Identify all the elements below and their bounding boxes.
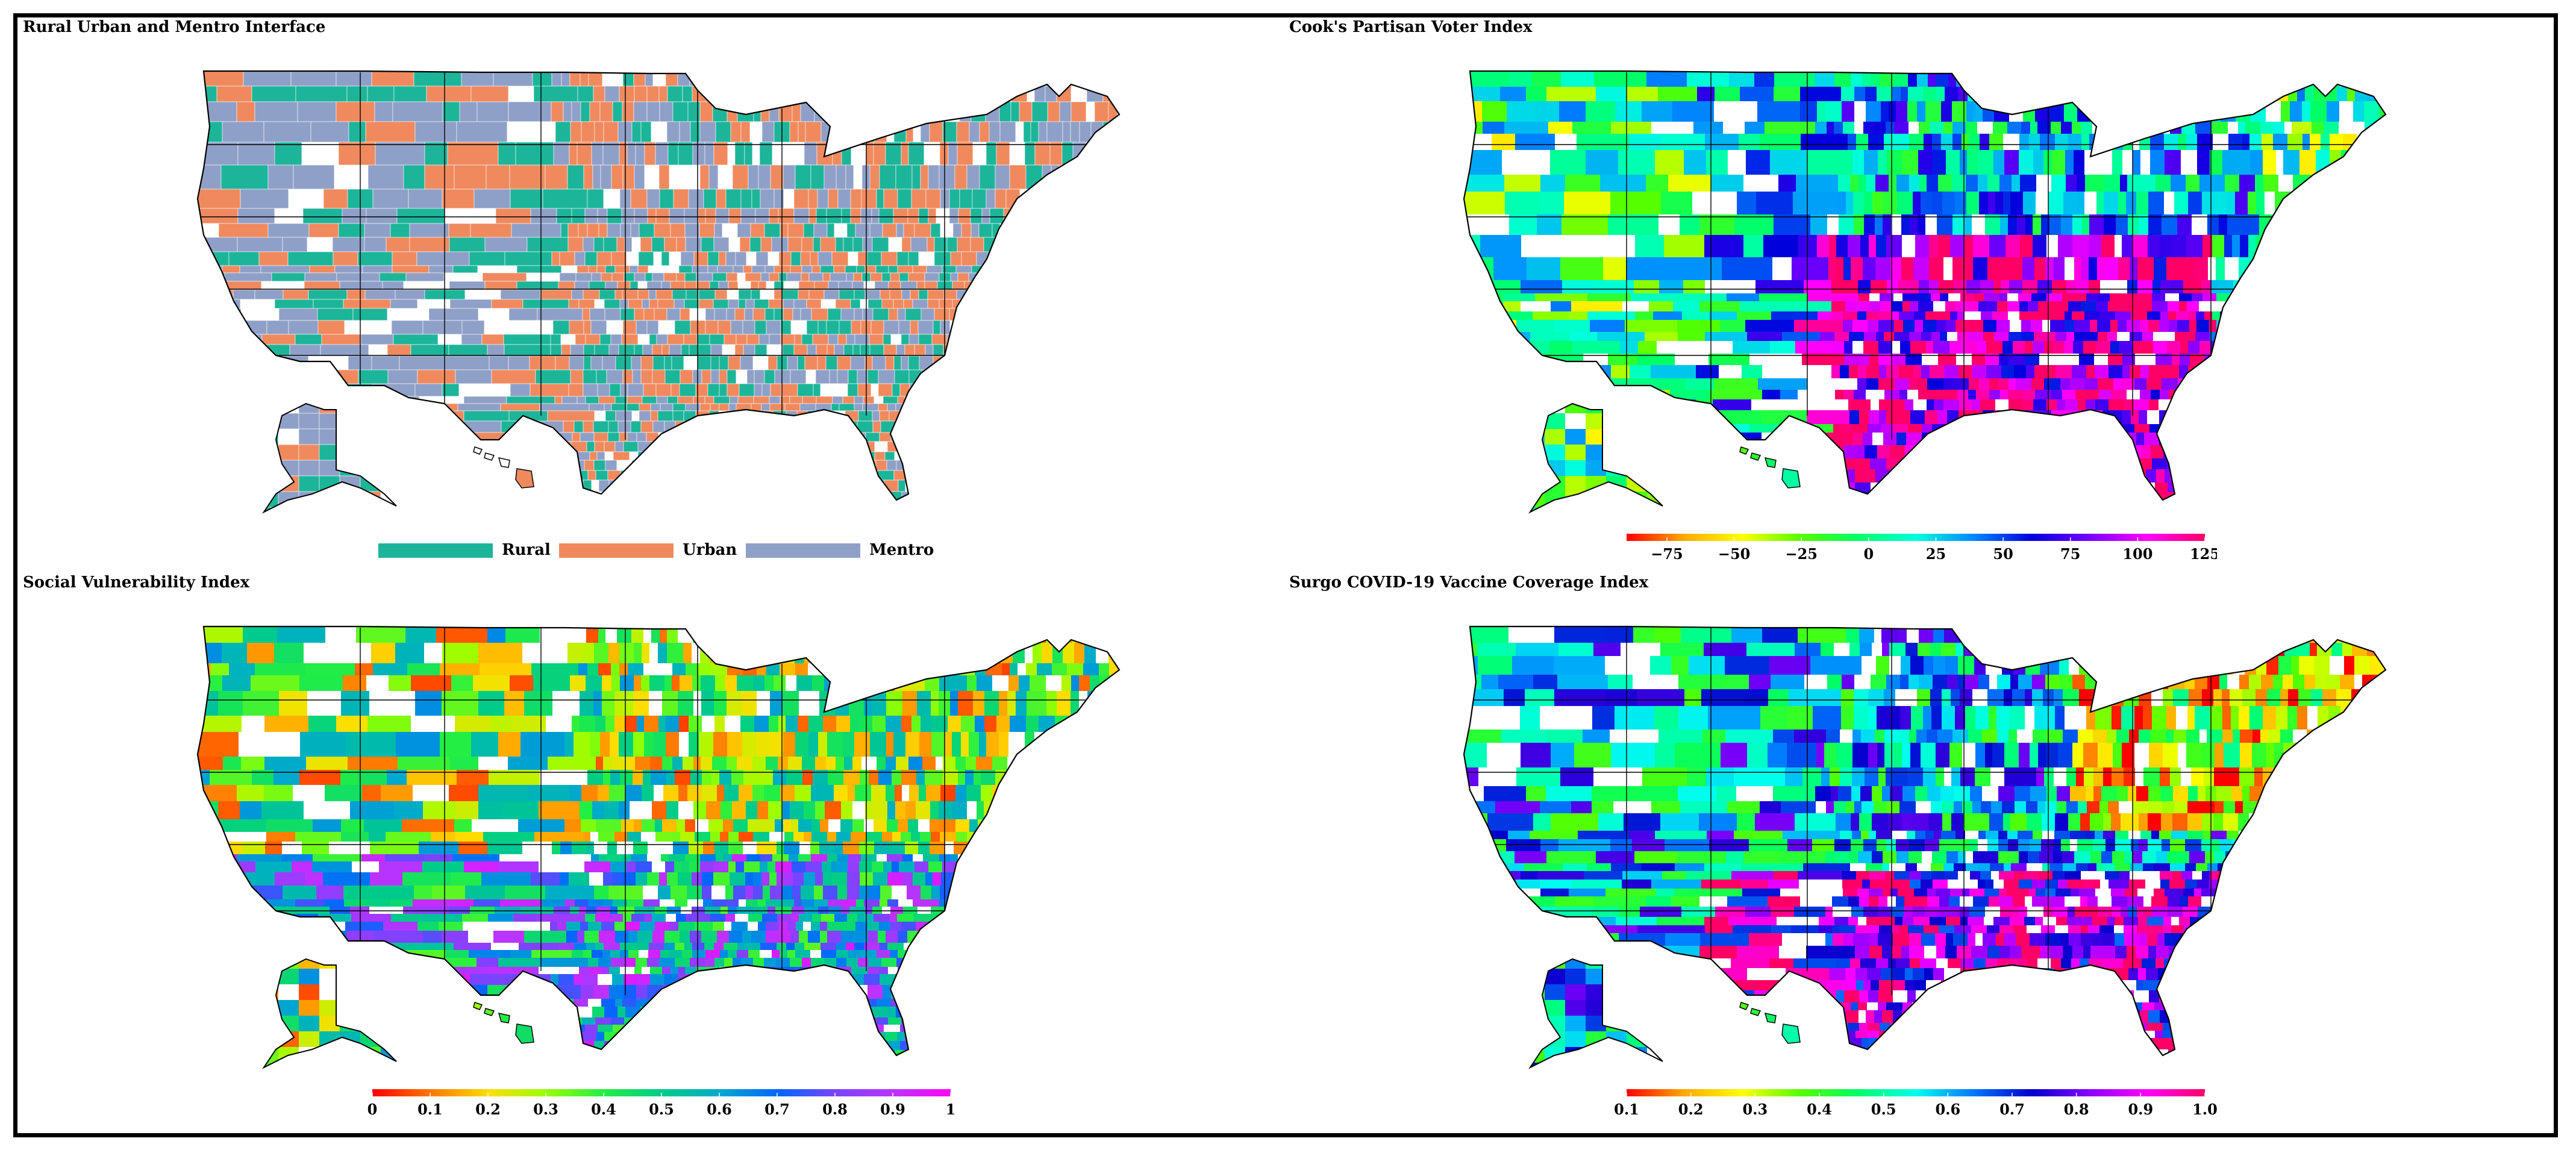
legend-label: Mentro bbox=[869, 541, 934, 559]
legend-label: Urban bbox=[683, 541, 737, 559]
legend-swatch bbox=[378, 543, 493, 558]
colorbar-tick-label: 0.6 bbox=[1935, 1101, 1960, 1118]
hawaii-island bbox=[515, 1023, 534, 1044]
colorbar-tick-label: 0.1 bbox=[417, 1101, 443, 1118]
panel-title: Surgo COVID-19 Vaccine Coverage Index bbox=[1289, 573, 1649, 592]
panel-title: Social Vulnerability Index bbox=[23, 573, 250, 592]
hawaii-island bbox=[1739, 446, 1749, 455]
colorbar-tick-label: 0.2 bbox=[475, 1101, 501, 1118]
us-outline bbox=[196, 70, 1121, 501]
colorbar-tick-label: 1 bbox=[946, 1101, 956, 1118]
alaska-cells bbox=[264, 404, 396, 512]
alaska-cells bbox=[264, 959, 396, 1067]
alaska-outline bbox=[262, 958, 397, 1069]
colorbar-tick-label: 0.3 bbox=[533, 1101, 558, 1118]
colorbar-tick-label: 125 bbox=[2190, 545, 2217, 563]
us-county-map bbox=[196, 625, 1121, 1069]
state-borders bbox=[1464, 72, 2386, 440]
legend-label: Rural bbox=[502, 541, 551, 559]
us-county-map bbox=[196, 70, 1121, 514]
colorbar-tick-label: 0.5 bbox=[649, 1101, 674, 1118]
colorbar-tick-label: 1.0 bbox=[2192, 1101, 2217, 1118]
alaska-outline bbox=[1528, 958, 1663, 1069]
colorbar: 0 0.1 0.2 0.3 0.4 0.5 0.6 0.7 0.8 0.9 1 bbox=[367, 1089, 956, 1118]
hawaii-island bbox=[484, 1008, 495, 1016]
colorbar-tick-label: 0.3 bbox=[1742, 1101, 1768, 1118]
us-county-map bbox=[1463, 625, 2387, 1069]
colorbar-tick-label: 0.9 bbox=[2128, 1101, 2153, 1118]
panel-title: Rural Urban and Mentro Interface bbox=[23, 18, 326, 36]
colorbar-tick-label: 0.1 bbox=[1615, 1101, 1639, 1118]
colorbar-tick-label: 0.6 bbox=[707, 1101, 732, 1118]
county-cells bbox=[198, 71, 1119, 500]
colorbar-tick-label: 0.8 bbox=[822, 1101, 848, 1118]
hawaii-island bbox=[498, 1012, 510, 1023]
colorbar-tick-label: 75 bbox=[2060, 545, 2080, 563]
alaska-cells bbox=[1530, 959, 1663, 1067]
colorbar-tick-label: −75 bbox=[1651, 545, 1683, 563]
hawaii-island bbox=[1764, 457, 1777, 468]
colorbar-tick-label: 0.5 bbox=[1871, 1101, 1896, 1118]
hawaii-island bbox=[473, 446, 483, 455]
hawaii-island bbox=[1781, 1023, 1801, 1044]
colorbar-tick-label: 50 bbox=[1993, 545, 2013, 563]
alaska-outline bbox=[1528, 402, 1663, 514]
colorbar-tick-label: 0.8 bbox=[2064, 1101, 2089, 1118]
hawaii-island bbox=[484, 452, 495, 461]
category-legend: Rural Urban Mentro bbox=[378, 539, 981, 563]
hawaii-island bbox=[1739, 1002, 1749, 1010]
panel-social-vulnerability: Social Vulnerability Index 0 0.1 0.2 0.3 0.4… bbox=[23, 573, 1276, 1128]
us-county-map bbox=[1463, 70, 2387, 514]
figure-frame bbox=[13, 13, 2558, 1137]
colorbar-tick-label: 0.4 bbox=[1807, 1101, 1832, 1118]
colorbar-tick-label: 0.2 bbox=[1678, 1101, 1704, 1118]
colorbar-tick-label: 0.9 bbox=[880, 1101, 905, 1118]
colorbar: 0.1 0.2 0.3 0.4 0.5 0.6 0.7 0.8 0.9 1.0 bbox=[1615, 1089, 2217, 1118]
legend-swatch bbox=[746, 543, 860, 558]
us-outline bbox=[1463, 625, 2387, 1057]
hawaii-island bbox=[473, 1002, 483, 1010]
colorbar: −75 −50 −25 0 25 50 75 100 125 bbox=[1627, 534, 2217, 563]
colorbar-tick-label: −50 bbox=[1718, 545, 1751, 563]
colorbar-tick-label: 0.4 bbox=[591, 1101, 616, 1118]
panel-rural-urban: Rural Urban and Mentro Interface Rural U… bbox=[23, 18, 1276, 572]
colorbar-tick-label: 0 bbox=[1864, 545, 1874, 563]
alaska-outline bbox=[262, 402, 397, 514]
hawaii-island bbox=[1781, 468, 1801, 489]
hawaii-island bbox=[1764, 1012, 1777, 1023]
hawaii-island bbox=[1750, 452, 1762, 461]
colorbar-tick-label: 0.7 bbox=[1999, 1101, 2025, 1118]
hawaii-island bbox=[515, 468, 534, 489]
colorbar-gradient bbox=[1627, 534, 2205, 541]
us-outline bbox=[1463, 70, 2387, 501]
legend-swatch bbox=[559, 543, 674, 558]
colorbar-tick-label: −25 bbox=[1785, 545, 1818, 563]
colorbar-tick-label: 0.7 bbox=[764, 1101, 790, 1118]
hawaii-island bbox=[1750, 1008, 1762, 1016]
colorbar-gradient bbox=[1627, 1089, 2205, 1096]
colorbar-tick-label: 25 bbox=[1926, 545, 1946, 563]
panel-title: Cook's Partisan Voter Index bbox=[1289, 18, 1533, 36]
colorbar-tick-label: 100 bbox=[2122, 545, 2152, 563]
panel-cook-pvi: Cook's Partisan Voter Index −75 −50 −25 0 25… bbox=[1289, 18, 2542, 572]
alaska-cells bbox=[1530, 404, 1663, 512]
colorbar-tick-label: 0 bbox=[367, 1101, 378, 1118]
us-outline bbox=[196, 625, 1121, 1057]
hawaii-island bbox=[498, 457, 510, 468]
panel-vaccine-coverage: Surgo COVID-19 Vaccine Coverage Index 0.… bbox=[1289, 573, 2542, 1128]
